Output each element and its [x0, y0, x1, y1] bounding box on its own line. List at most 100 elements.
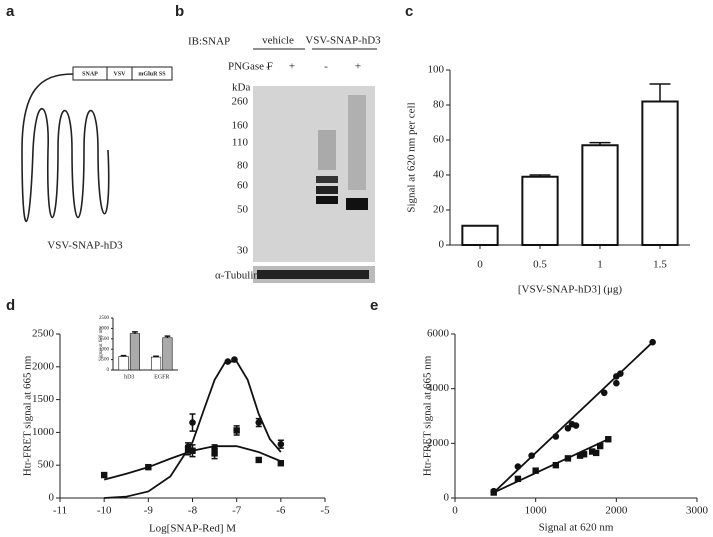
x-tick-label: 1000 — [525, 505, 548, 517]
treatment-label: PNGase F — [228, 61, 273, 73]
domain-label: SNAP — [82, 71, 98, 77]
x-tick-label: -9 — [144, 505, 154, 517]
y-tick-label: 2000 — [99, 327, 110, 332]
point — [588, 448, 596, 455]
band — [316, 186, 338, 194]
y-tick-label: 0 — [444, 492, 450, 504]
y-tick-label: 0 — [107, 368, 110, 373]
y-tick-label: 1000 — [99, 347, 110, 352]
x-tick-label: 0 — [477, 259, 483, 271]
point — [600, 389, 608, 397]
point — [211, 450, 218, 457]
x-tick-label: 1 — [597, 259, 603, 271]
point — [564, 425, 572, 432]
bar — [581, 144, 619, 246]
y-axis-label: Htr-FRET signal at 665 nm — [422, 355, 434, 476]
lane-label: - — [266, 61, 270, 73]
domain-label: VSV — [113, 71, 126, 77]
x-axis-label: Signal at 620 nm — [539, 522, 614, 534]
marker-label: 60 — [237, 180, 249, 192]
y-tick-label: 6000 — [427, 328, 450, 340]
x-axis-label: Log[SNAP-Red] M — [149, 523, 236, 535]
bar — [521, 175, 559, 246]
antibody-label: IB:SNAP — [188, 36, 230, 48]
unit-label: kDa — [232, 82, 250, 94]
marker-label: 80 — [237, 160, 249, 172]
y-tick-label: 0 — [49, 492, 55, 504]
point — [597, 442, 604, 450]
x-tick-label: 2000 — [605, 505, 628, 517]
y-axis-label: Htr-FRET signal at 665 nm — [22, 355, 34, 476]
x-tick-label: -8 — [188, 505, 198, 517]
y-tick-label: 40 — [433, 169, 445, 181]
bar — [461, 224, 499, 246]
x-tick-label: 3000 — [686, 505, 709, 517]
band — [346, 198, 368, 210]
point — [592, 449, 600, 457]
bar — [129, 333, 141, 371]
panel-label: a — [6, 3, 15, 20]
lane-label: - — [324, 61, 328, 73]
y-tick-label: 2500 — [99, 316, 110, 321]
error-bar — [649, 83, 671, 102]
lane-label: + — [355, 61, 361, 73]
band — [316, 196, 338, 204]
fit-line — [493, 341, 654, 494]
bar — [162, 337, 173, 371]
point — [552, 462, 560, 469]
point — [255, 419, 263, 426]
marker-label: 30 — [237, 245, 249, 257]
panel-label: d — [6, 297, 15, 314]
lane-label: + — [289, 61, 295, 73]
y-tick-label: 2000 — [427, 437, 450, 449]
y-tick-label: 500 — [102, 358, 110, 363]
x-tick-label: -5 — [320, 505, 330, 517]
y-tick-label: 100 — [428, 64, 445, 76]
construct: SNAP VSV mGluR SS VSV-SNAP-hD3 — [21, 66, 173, 252]
point — [277, 460, 285, 467]
bar — [150, 356, 162, 371]
y-tick-label: 0 — [439, 239, 445, 251]
point — [576, 452, 584, 459]
x-tick-label: EGFR — [154, 374, 169, 380]
panel-label: e — [370, 297, 378, 314]
x-tick-label: -11 — [53, 505, 67, 517]
domain-box — [131, 66, 173, 81]
point — [532, 467, 539, 474]
point — [100, 471, 108, 479]
band — [257, 270, 369, 279]
y-tick-label: 1000 — [32, 426, 55, 438]
bar — [641, 100, 679, 246]
y-tick-label: 1500 — [99, 337, 110, 342]
y-tick-label: 80 — [433, 99, 445, 111]
point — [514, 475, 522, 483]
x-tick-label: 0 — [452, 505, 458, 517]
x-tick-label: -10 — [97, 505, 112, 517]
y-tick-label: 500 — [38, 459, 55, 471]
blot: IB:SNAP vehicle VSV-SNAP-hD3 PNGase F - … — [188, 35, 381, 283]
domain-label: mGluR SS — [138, 71, 166, 77]
y-axis-label: Signal at 620 nm per cell — [406, 102, 418, 212]
y-tick-label: 2500 — [32, 328, 55, 340]
point — [580, 451, 588, 458]
y-tick-label: 60 — [433, 134, 445, 146]
point — [490, 489, 497, 496]
marker-label: 50 — [237, 204, 249, 216]
x-tick-label: -7 — [232, 505, 242, 517]
x-tick-label: hD3 — [124, 374, 134, 380]
x-tick-label: -6 — [276, 505, 286, 517]
point — [233, 427, 240, 434]
band — [316, 176, 338, 183]
marker-label: 110 — [232, 137, 249, 149]
point — [277, 440, 285, 448]
construct-label: VSV-SNAP-hD3 — [47, 240, 123, 252]
panel-label: b — [175, 3, 184, 20]
fit-line — [103, 445, 282, 481]
y-tick-label: 1500 — [32, 393, 55, 405]
construct-line — [21, 73, 110, 222]
loading-label: α-Tubulin — [215, 270, 259, 282]
x-tick-label: 1.5 — [653, 259, 667, 271]
fit-line — [104, 360, 282, 499]
point — [189, 419, 196, 426]
